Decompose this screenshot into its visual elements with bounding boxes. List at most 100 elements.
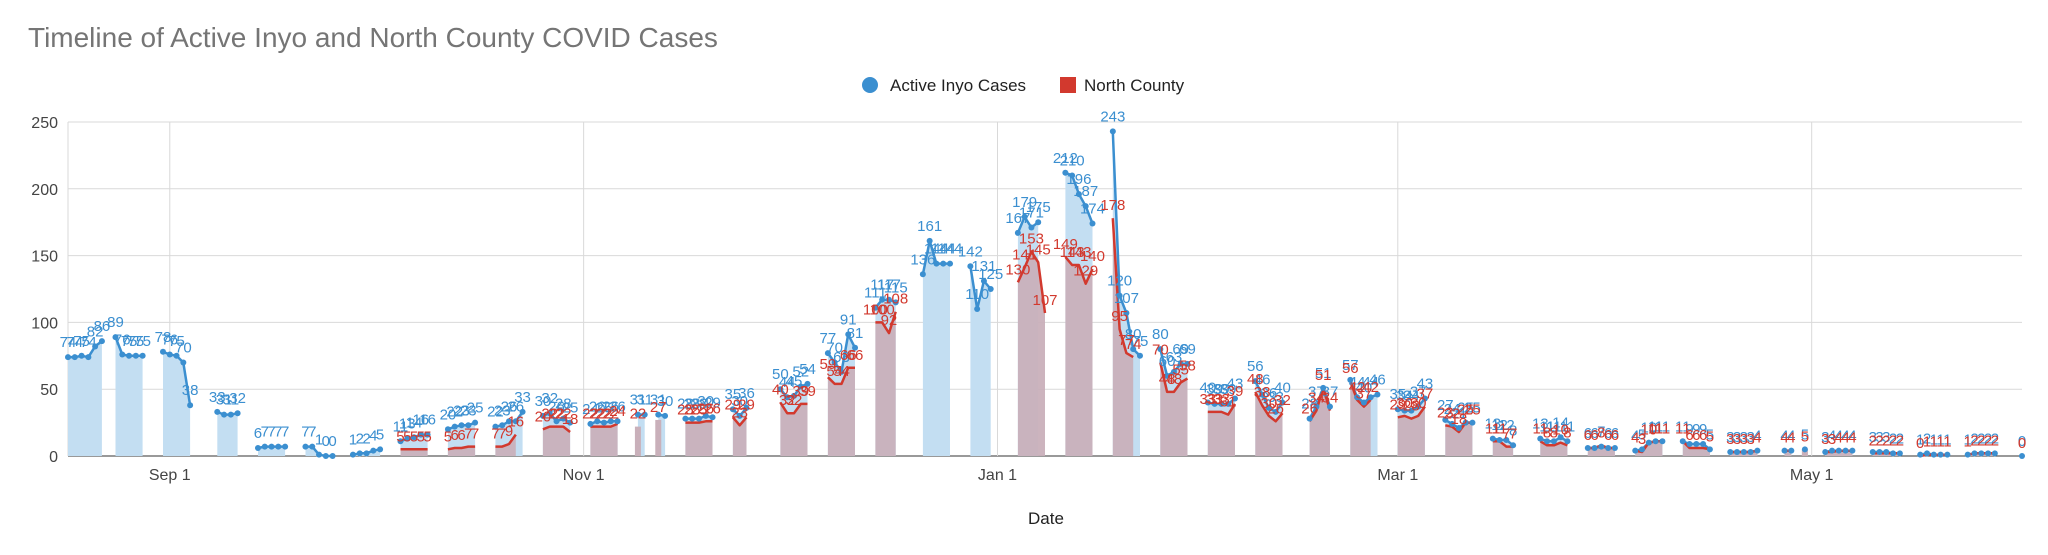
north-data-label: 25 — [684, 402, 701, 419]
legend[interactable]: Active Inyo Cases North County — [862, 76, 1185, 95]
inyo-data-label: 80 — [1125, 326, 1142, 343]
north-line-segment — [1159, 362, 1189, 394]
north-data-label: 26 — [704, 400, 721, 417]
north-line-segment — [542, 425, 571, 433]
inyo-data-label: 196 — [1066, 171, 1091, 188]
inyo-data-label: 75 — [134, 333, 151, 350]
inyo-data-label: 2 — [356, 430, 364, 447]
inyo-point — [1944, 451, 1951, 458]
inyo-data-label: 4 — [369, 428, 377, 445]
north-data-label: 22 — [630, 406, 647, 423]
inyo-data-label: 32 — [541, 390, 558, 407]
inyo-point — [594, 418, 601, 425]
inyo-point — [790, 392, 797, 399]
inyo-data-label: 75 — [1132, 333, 1149, 350]
inyo-point — [1544, 438, 1551, 445]
inyo-data-label: 52 — [792, 364, 809, 381]
north-line-segment — [1349, 380, 1372, 408]
inyo-data-label: 44 — [1362, 374, 1379, 391]
north-data-label: 0 — [2018, 435, 2026, 452]
inyo-data-label: 82 — [87, 323, 104, 340]
inyo-point — [2019, 453, 2025, 459]
north-data-label: 22 — [582, 406, 599, 423]
inyo-point — [1075, 191, 1082, 198]
inyo-data-label: 51 — [1315, 365, 1332, 382]
inyo-data-label: 0 — [328, 433, 336, 450]
x-tick-label: Jan 1 — [978, 467, 1017, 484]
north-data-label: 130 — [1005, 261, 1030, 278]
north-data-label: 143 — [1060, 244, 1085, 261]
inyo-data-label: 80 — [1152, 326, 1169, 343]
inyo-data-label: 26 — [548, 398, 565, 415]
north-data-label: 107 — [1032, 292, 1057, 309]
inyo-point — [1028, 224, 1035, 231]
north-line-segment — [1492, 440, 1514, 448]
chart-title: Timeline of Active Inyo and North County… — [28, 22, 718, 53]
north-data-label: 1 — [1930, 434, 1938, 451]
inyo-data-label: 78 — [155, 329, 172, 346]
inyo-point — [424, 431, 431, 438]
north-area-segment — [875, 311, 896, 456]
inyo-point — [1924, 450, 1931, 457]
inyo-data-label: 75 — [168, 333, 185, 350]
inyo-data-label: 1 — [315, 432, 323, 449]
inyo-point — [1503, 436, 1510, 443]
inyo-data-label: 2 — [362, 430, 370, 447]
inyo-line-segment — [216, 410, 238, 416]
inyo-data-label: 31 — [650, 392, 667, 409]
inyo-point — [1035, 219, 1042, 226]
inyo-point — [309, 443, 316, 450]
inyo-data-label: 69 — [1172, 341, 1189, 358]
north-data-label: 1 — [1923, 434, 1931, 451]
inyo-data-label: 25 — [1457, 400, 1474, 417]
north-area-segment — [495, 434, 516, 456]
inyo-point — [1876, 448, 1883, 455]
inyo-point — [1462, 419, 1469, 426]
inyo-point — [980, 277, 987, 284]
north-data-label: 7 — [1502, 426, 1510, 443]
north-data-label: 95 — [1111, 308, 1128, 325]
inyo-point — [1469, 419, 1476, 426]
inyo-data-label: 36 — [1261, 385, 1278, 402]
inyo-point — [587, 420, 594, 427]
inyo-point — [1781, 447, 1788, 454]
inyo-point — [1991, 450, 1998, 457]
inyo-data-label: 2 — [1896, 430, 1904, 447]
inyo-point — [1265, 404, 1272, 411]
inyo-point — [1740, 448, 1747, 455]
inyo-point — [1130, 346, 1137, 353]
inyo-data-label: 144 — [931, 241, 956, 258]
north-area-segment — [1255, 391, 1283, 456]
north-area-segment — [1540, 441, 1568, 456]
inyo-data-label: 27 — [1437, 397, 1454, 414]
north-data-label: 9 — [505, 423, 513, 440]
north-line-segment — [1207, 403, 1237, 416]
inyo-point — [1937, 451, 1944, 458]
inyo-point — [166, 351, 173, 358]
inyo-point — [1849, 447, 1856, 454]
inyo-data-label: 115 — [884, 279, 908, 296]
inyo-line-segment — [1016, 215, 1039, 234]
inyo-line-segment — [1492, 437, 1514, 447]
inyo-point — [1123, 310, 1130, 317]
inyo-point — [316, 451, 323, 458]
north-data-label: 77 — [1118, 332, 1135, 349]
north-data-label: 145 — [1026, 241, 1051, 258]
inyo-point — [784, 394, 791, 401]
inyo-data-label: 6 — [1584, 425, 1592, 442]
inyo-point — [349, 451, 356, 458]
inyo-point — [926, 237, 933, 244]
north-data-label: 32 — [1274, 392, 1291, 409]
inyo-point — [797, 383, 804, 390]
inyo-data-label: 43 — [1417, 376, 1434, 393]
north-data-label: 100 — [863, 301, 888, 318]
inyo-point — [1489, 435, 1496, 442]
inyo-data-label: 81 — [847, 325, 864, 342]
inyo-point — [892, 299, 899, 306]
inyo-data-label: 13 — [399, 416, 416, 433]
inyo-point — [1408, 407, 1415, 414]
inyo-data-label: 125 — [978, 266, 1003, 283]
inyo-point — [370, 447, 377, 454]
north-data-label: 178 — [1100, 197, 1125, 214]
inyo-point — [363, 450, 370, 457]
